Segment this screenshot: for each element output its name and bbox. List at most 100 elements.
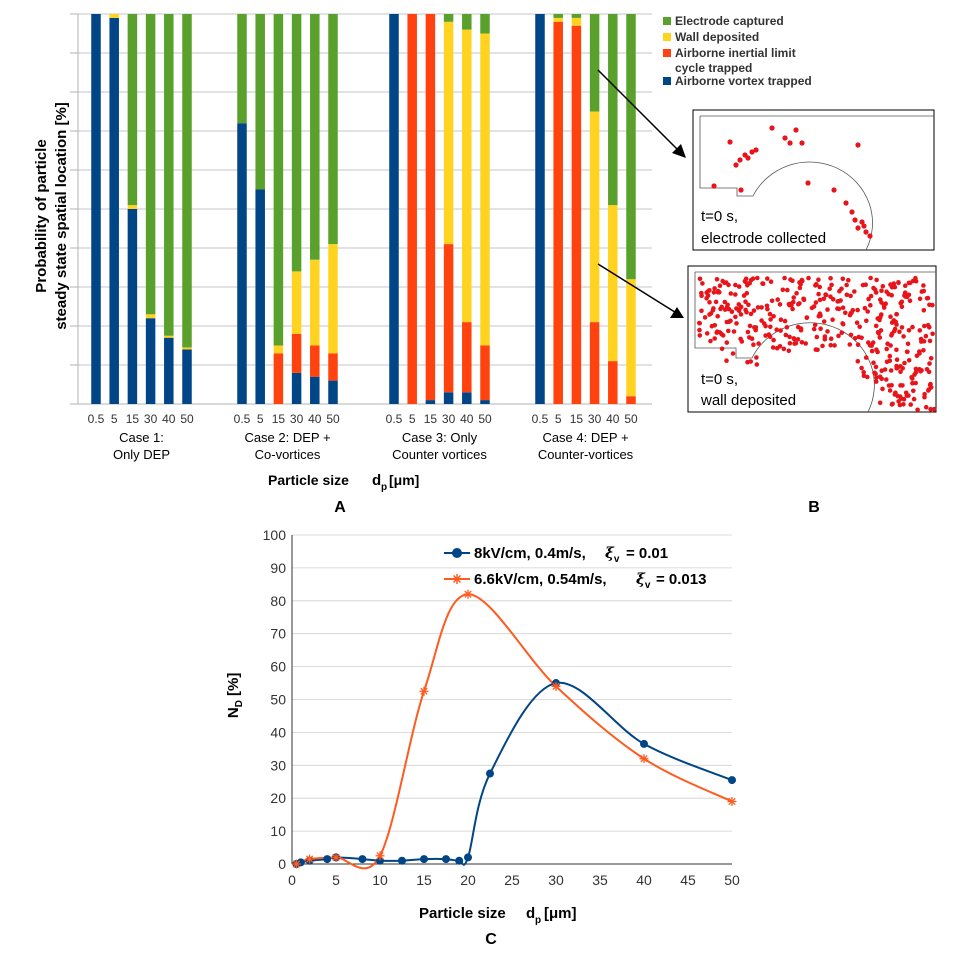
- particle-dot: [777, 302, 783, 307]
- particle-dot: [913, 380, 918, 386]
- particle-dot: [914, 353, 920, 359]
- particle-dot: [825, 329, 830, 334]
- particle-dot: [761, 321, 767, 326]
- particle-dot: [748, 311, 754, 317]
- bar-segment-inertial: [571, 25, 582, 404]
- particle-dot: [791, 295, 796, 300]
- particle-dot: [862, 305, 868, 311]
- bar-segment-wall: [443, 21, 454, 245]
- bar-segment-inertial: [608, 361, 618, 404]
- data-point-series-2: [727, 796, 737, 806]
- particle-dot: [905, 341, 911, 347]
- particle-dot: [749, 149, 755, 155]
- bar-segment-electrode: [571, 14, 582, 18]
- panel-b-arrow-bottom: [597, 263, 679, 315]
- particle-dot: [839, 330, 845, 336]
- particle-dot: [904, 294, 910, 300]
- particle-dot: [793, 127, 799, 133]
- particle-dot: [847, 342, 853, 347]
- particle-dot: [822, 337, 828, 342]
- particle-dot: [928, 381, 933, 387]
- bar-segment-electrode: [164, 14, 174, 336]
- particle-dot: [724, 358, 729, 364]
- particle-dot: [888, 343, 893, 348]
- bar-segment-electrode: [273, 14, 284, 346]
- particle-dot: [927, 361, 932, 366]
- particle-dot: [898, 364, 903, 369]
- particle-dot: [812, 322, 818, 328]
- particle-dot: [884, 346, 889, 352]
- bar-segment-inertial: [328, 353, 338, 381]
- panel-c-y-tick-label: 10: [270, 823, 286, 839]
- particle-dot: [813, 283, 818, 288]
- particle-dot: [915, 407, 920, 413]
- particle-dot: [704, 331, 710, 336]
- panel-a-legend-swatch: [663, 49, 671, 57]
- particle-dot: [881, 305, 887, 310]
- panel-a-x-tick-label: 50: [326, 412, 340, 426]
- particle-dot: [753, 147, 759, 153]
- particle-dot: [906, 393, 911, 398]
- panel-a-x-tick-label: 15: [424, 412, 438, 426]
- particle-dot: [917, 296, 923, 302]
- particle-dot: [886, 383, 892, 388]
- bar-segment-wall: [310, 259, 320, 346]
- particle-dot: [884, 289, 889, 295]
- bar-segment-wall: [182, 347, 192, 350]
- panel-a-group-labels: Case 1: Only DEP Case 2: DEP + Co-vortices C…: [113, 430, 634, 462]
- panel-c-y-tick-label: 80: [270, 593, 286, 609]
- particle-dot: [733, 314, 738, 320]
- particle-dot: [707, 300, 712, 305]
- bar-segment-vortex: [237, 123, 247, 404]
- panel-c-x-tick-label: 45: [680, 872, 696, 888]
- particle-dot: [910, 324, 915, 330]
- particle-dot: [715, 288, 721, 294]
- panel-a-group-label-line1: Case 4: DEP +: [542, 430, 628, 445]
- panel-c-legend-label-2: 6.6kV/cm, 0.54m/s,: [474, 571, 607, 588]
- panel-a-ylabel-line1: Probability of particle: [33, 139, 50, 292]
- particle-dot: [745, 359, 750, 365]
- particle-dot: [782, 135, 788, 141]
- particle-dot: [782, 275, 787, 281]
- panel-a-group-label-line1: Case 1:: [119, 430, 164, 445]
- panel-c-legend-label-1: 8kV/cm, 0.4m/s,: [474, 545, 586, 562]
- bar-segment-wall: [127, 205, 138, 209]
- particle-dot: [877, 400, 883, 406]
- particle-dot: [771, 314, 776, 319]
- bar-segment-electrode: [182, 14, 192, 348]
- particle-dot: [878, 297, 883, 302]
- particle-dot: [720, 333, 726, 338]
- panel-label-b: B: [808, 499, 820, 516]
- particle-dot: [889, 331, 895, 337]
- panel-c-legend-param-value-1: = 0.01: [626, 545, 668, 562]
- particle-dot: [733, 292, 738, 297]
- bar-segment-electrode: [589, 14, 600, 112]
- bar-segment-vortex: [109, 17, 119, 405]
- panel-c-y-tick-label: 40: [270, 724, 286, 740]
- particle-dot: [869, 343, 874, 348]
- panel-a-legend-label-line2: cycle trapped: [675, 61, 752, 75]
- panel-c-legend-param-sub-2: v: [645, 580, 651, 591]
- particle-dot: [799, 140, 805, 146]
- bar-segment-vortex: [182, 349, 192, 404]
- particle-dot: [899, 396, 904, 401]
- panel-a-group-label-line2: Only DEP: [113, 447, 170, 462]
- bar-segment-electrode: [291, 14, 302, 272]
- particle-dot: [775, 297, 780, 302]
- particle-dot: [855, 342, 861, 348]
- particle-dot: [817, 297, 823, 303]
- particle-dot: [782, 318, 788, 324]
- particle-dot: [855, 225, 861, 231]
- bar-segment-vortex: [91, 14, 101, 404]
- bar-segment-wall: [145, 314, 156, 319]
- particle-dot: [863, 355, 869, 360]
- panel-a-xlabel-subscript: p: [381, 482, 387, 493]
- snapshot-bottom-frame: [687, 265, 937, 413]
- particle-dot: [880, 386, 885, 392]
- particle-dot: [903, 283, 908, 289]
- bar-segment-vortex: [535, 14, 545, 404]
- data-point-series-2: [463, 589, 473, 599]
- particle-dot: [712, 336, 717, 341]
- particle-dot: [921, 283, 926, 288]
- particle-dot: [884, 377, 889, 382]
